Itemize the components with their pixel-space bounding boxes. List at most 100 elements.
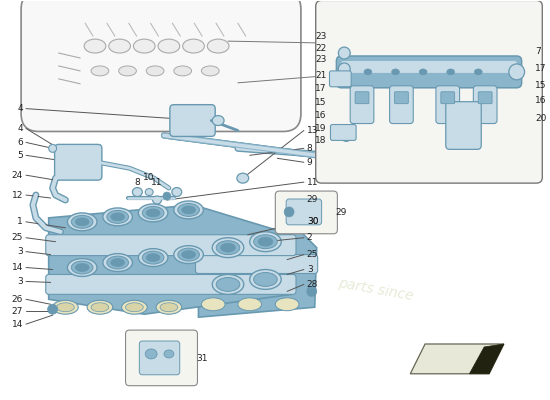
- FancyBboxPatch shape: [286, 199, 322, 225]
- Text: 15: 15: [536, 81, 547, 90]
- Ellipse shape: [474, 69, 482, 75]
- Ellipse shape: [156, 300, 182, 314]
- Text: 29: 29: [336, 208, 347, 218]
- Circle shape: [340, 130, 352, 142]
- Text: 2: 2: [307, 233, 312, 242]
- Ellipse shape: [68, 213, 97, 231]
- Ellipse shape: [57, 303, 74, 312]
- Text: 8: 8: [135, 178, 140, 187]
- Ellipse shape: [146, 254, 160, 262]
- Ellipse shape: [84, 39, 106, 53]
- Text: 31: 31: [196, 354, 208, 363]
- Text: 26: 26: [12, 295, 23, 304]
- Ellipse shape: [201, 298, 225, 311]
- Polygon shape: [469, 344, 504, 374]
- Text: 17: 17: [536, 64, 547, 74]
- Ellipse shape: [174, 246, 204, 264]
- Ellipse shape: [237, 173, 249, 183]
- Text: 28: 28: [307, 280, 318, 289]
- Ellipse shape: [447, 69, 455, 75]
- Ellipse shape: [103, 254, 133, 272]
- Ellipse shape: [122, 300, 147, 314]
- FancyBboxPatch shape: [54, 144, 102, 180]
- Ellipse shape: [201, 66, 219, 76]
- Text: 18: 18: [315, 136, 327, 145]
- Text: 21: 21: [315, 71, 327, 80]
- Ellipse shape: [103, 208, 133, 226]
- FancyBboxPatch shape: [337, 56, 521, 88]
- Circle shape: [509, 64, 525, 80]
- Text: 3: 3: [307, 265, 312, 274]
- FancyBboxPatch shape: [474, 86, 497, 124]
- Ellipse shape: [174, 66, 191, 76]
- Text: 8: 8: [307, 144, 312, 153]
- Polygon shape: [49, 205, 292, 314]
- Text: parts since: parts since: [337, 276, 415, 303]
- Ellipse shape: [419, 69, 427, 75]
- Ellipse shape: [133, 188, 142, 196]
- Polygon shape: [410, 344, 504, 374]
- Ellipse shape: [212, 238, 244, 258]
- Text: 10: 10: [144, 173, 155, 182]
- FancyBboxPatch shape: [441, 92, 455, 104]
- Text: 1: 1: [17, 217, 23, 226]
- FancyBboxPatch shape: [394, 92, 408, 104]
- Text: 6: 6: [17, 138, 23, 147]
- Ellipse shape: [254, 235, 277, 249]
- Ellipse shape: [109, 39, 130, 53]
- Ellipse shape: [212, 274, 244, 294]
- Ellipse shape: [111, 258, 124, 266]
- Text: 20: 20: [536, 114, 547, 123]
- Ellipse shape: [207, 39, 229, 53]
- Ellipse shape: [164, 350, 174, 358]
- Ellipse shape: [178, 204, 200, 216]
- Text: 23: 23: [315, 32, 327, 41]
- Text: 4: 4: [18, 104, 23, 113]
- Text: 14: 14: [12, 320, 23, 329]
- FancyBboxPatch shape: [342, 61, 516, 73]
- Text: 16: 16: [536, 96, 547, 105]
- FancyBboxPatch shape: [389, 86, 413, 124]
- Circle shape: [307, 286, 317, 296]
- Ellipse shape: [139, 204, 168, 222]
- Ellipse shape: [145, 349, 157, 359]
- Ellipse shape: [174, 201, 204, 219]
- Text: 22: 22: [315, 44, 327, 52]
- FancyBboxPatch shape: [331, 124, 356, 140]
- Ellipse shape: [125, 303, 143, 312]
- Circle shape: [338, 47, 350, 59]
- FancyBboxPatch shape: [46, 274, 296, 294]
- Ellipse shape: [254, 272, 277, 286]
- Ellipse shape: [142, 251, 164, 264]
- Circle shape: [163, 192, 171, 200]
- Text: 15: 15: [315, 98, 327, 107]
- Ellipse shape: [68, 258, 97, 276]
- Ellipse shape: [142, 206, 164, 219]
- Ellipse shape: [221, 243, 235, 252]
- Text: 12: 12: [12, 190, 23, 200]
- Ellipse shape: [238, 298, 261, 311]
- Text: 17: 17: [315, 84, 327, 93]
- Ellipse shape: [139, 249, 168, 266]
- Circle shape: [49, 144, 57, 152]
- Text: 29: 29: [307, 196, 318, 204]
- Ellipse shape: [178, 248, 200, 261]
- Ellipse shape: [75, 218, 89, 226]
- Ellipse shape: [53, 300, 78, 314]
- Text: parts sinc: parts sinc: [161, 286, 236, 313]
- FancyBboxPatch shape: [125, 330, 197, 386]
- Ellipse shape: [160, 303, 178, 312]
- FancyBboxPatch shape: [329, 71, 351, 87]
- Circle shape: [338, 63, 350, 75]
- Text: 7: 7: [536, 46, 541, 56]
- Ellipse shape: [134, 39, 155, 53]
- Ellipse shape: [72, 261, 93, 274]
- Circle shape: [48, 304, 58, 314]
- Text: 11: 11: [307, 178, 318, 187]
- Text: 9: 9: [307, 158, 312, 167]
- Text: 5: 5: [17, 151, 23, 160]
- Ellipse shape: [216, 241, 240, 255]
- FancyBboxPatch shape: [21, 0, 301, 132]
- Text: 19: 19: [315, 124, 327, 133]
- Text: 3: 3: [17, 277, 23, 286]
